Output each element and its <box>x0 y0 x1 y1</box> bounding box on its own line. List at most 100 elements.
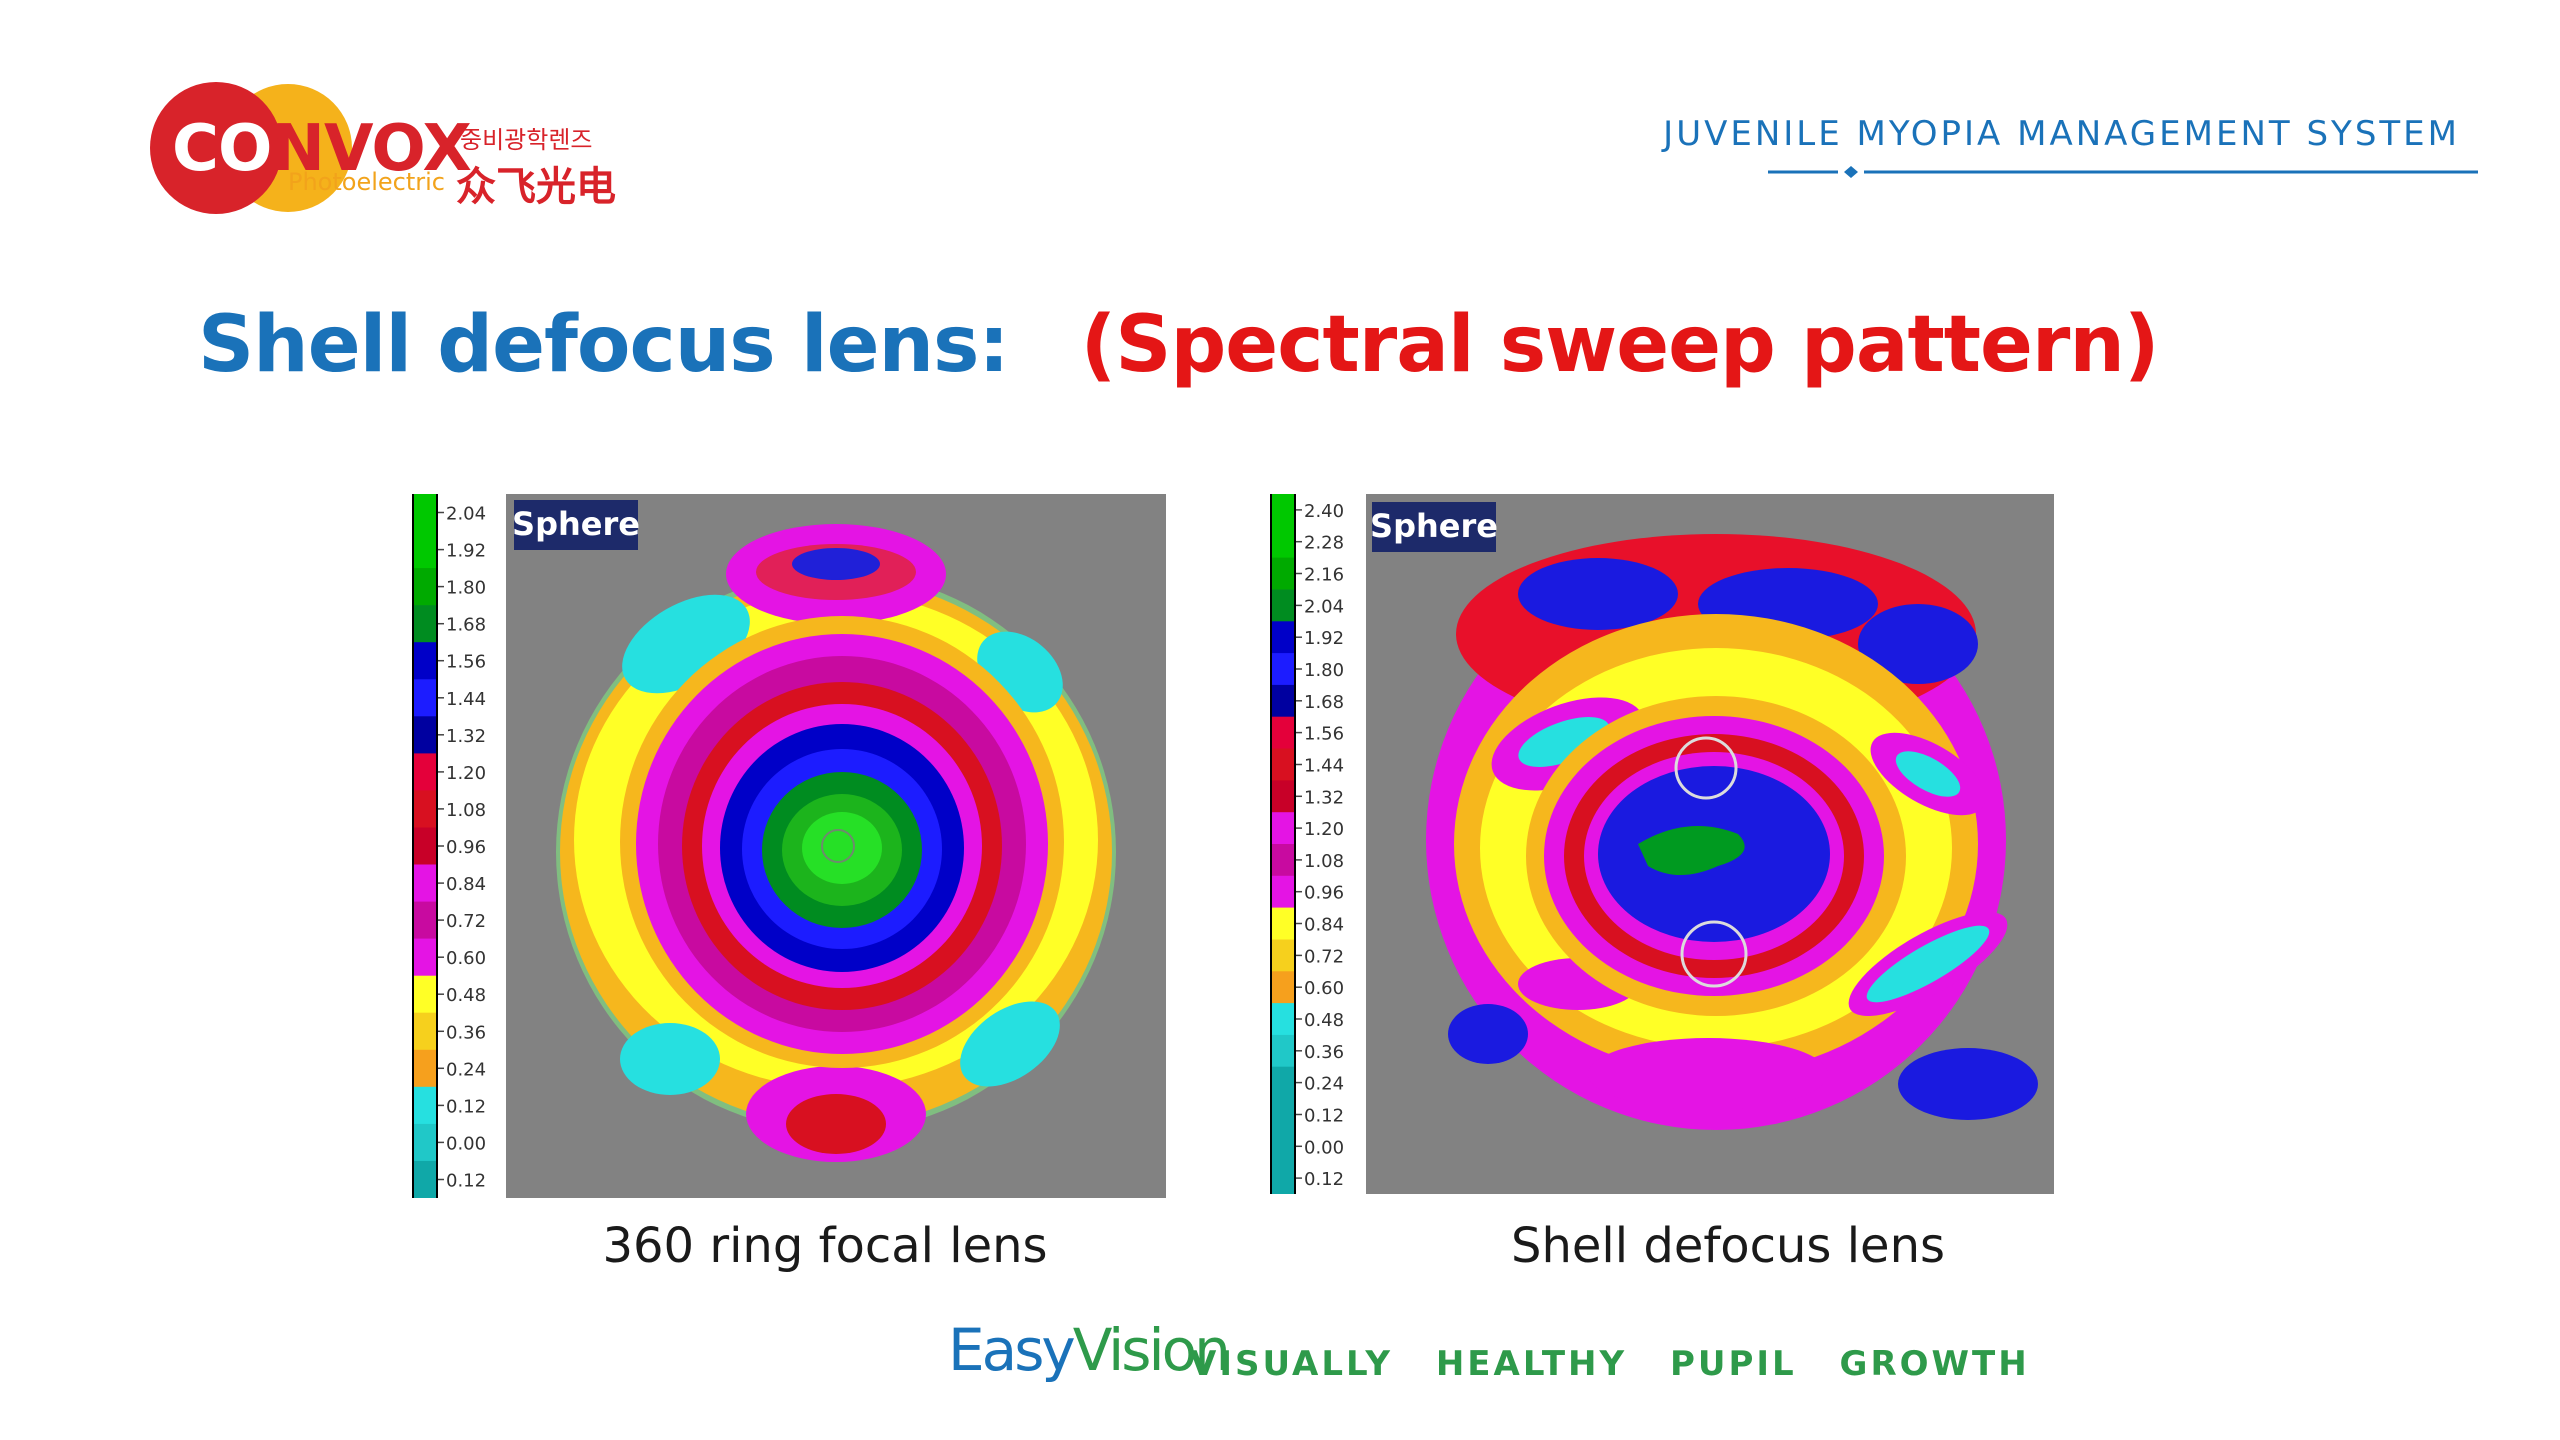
scale-swatch <box>414 975 436 1014</box>
scale-swatch <box>1272 1098 1294 1131</box>
scale-swatch <box>1272 907 1294 940</box>
easyvision-logo: EasyVision <box>948 1316 1231 1384</box>
scale-label: 1.92 <box>1304 628 1344 649</box>
scale-label: 1.80 <box>446 578 486 599</box>
scale-label: 2.04 <box>1304 596 1344 617</box>
scale-swatch <box>414 716 436 754</box>
title-underline <box>1768 166 2478 178</box>
scale-swatch <box>414 1049 436 1088</box>
scale-swatch <box>1272 1034 1294 1068</box>
scale-label: 0.72 <box>1304 946 1344 967</box>
scale-label: 1.56 <box>1304 724 1344 745</box>
scale-swatch <box>414 790 436 828</box>
color-scale-bar <box>412 494 438 1198</box>
logo-mark-icon <box>150 82 352 214</box>
scale-label: 0.60 <box>1304 978 1344 999</box>
scale-label: 0.84 <box>446 874 486 895</box>
scale-label: 0.96 <box>1304 883 1344 904</box>
scale-label: 1.08 <box>446 800 486 821</box>
scale-label: 0.12 <box>446 1096 486 1117</box>
scale-swatch <box>1272 1130 1294 1163</box>
svg-text:Sphere: Sphere <box>512 505 640 543</box>
scale-label: 1.20 <box>446 763 486 784</box>
svg-text:Sphere: Sphere <box>1370 507 1498 545</box>
scale-swatch <box>1272 589 1294 622</box>
scale-swatch <box>1272 684 1294 718</box>
scale-swatch <box>414 605 436 643</box>
scale-swatch <box>414 1123 436 1162</box>
scale-swatch <box>414 938 436 977</box>
scale-labels: 2.40 2.28 2.16 2.04 1.92 1.80 1.68 1.56 1.44 1.32… <box>1296 501 1344 1190</box>
scale-label: 1.44 <box>446 689 486 710</box>
scale-label: 1.56 <box>446 652 486 673</box>
scale-label: 0.24 <box>446 1059 486 1080</box>
scale-label: 1.32 <box>446 726 486 747</box>
scale-swatch <box>414 1160 436 1198</box>
topography-map <box>556 524 1116 1162</box>
caption-ring-focal: 360 ring focal lens <box>602 1218 1048 1274</box>
scale-swatch <box>1272 1162 1294 1194</box>
scale-label: 0.12 <box>1304 1169 1344 1190</box>
scale-swatch <box>1272 780 1294 813</box>
scale-swatch <box>1272 621 1294 654</box>
lens-map-ring-focal: 2.04 1.92 1.80 1.68 1.56 1.44 1.32 1.20 1.08 0.96… <box>410 494 1166 1198</box>
scale-swatch <box>414 531 436 569</box>
scale-swatch <box>1272 557 1294 590</box>
scale-swatch <box>414 753 436 791</box>
scale-swatch <box>414 642 436 680</box>
scale-label: 1.68 <box>446 615 486 636</box>
scale-swatch <box>1272 1066 1294 1099</box>
scale-label: 2.28 <box>1304 533 1344 554</box>
sphere-badge: Sphere <box>512 500 640 550</box>
system-title: JUVENILE MYOPIA MANAGEMENT SYSTEM <box>1663 114 2460 154</box>
scale-swatch <box>1272 494 1294 527</box>
scale-swatch <box>1272 971 1294 1004</box>
lens-map-shell-defocus: 2.40 2.28 2.16 2.04 1.92 1.80 1.68 1.56 1.44 1.32… <box>1268 494 2054 1194</box>
heading-main: Shell defocus lens: <box>198 300 1010 390</box>
scale-swatch <box>414 494 436 532</box>
scale-label: 0.48 <box>1304 1010 1344 1031</box>
scale-swatch <box>414 1012 436 1051</box>
slide-heading: Shell defocus lens: (Spectral sweep patte… <box>198 300 2160 390</box>
scale-label: 2.16 <box>1304 565 1344 586</box>
scale-swatch <box>414 864 436 903</box>
scale-label: 0.12 <box>446 1171 486 1192</box>
scale-label: 1.32 <box>1304 787 1344 808</box>
logo-wordmark: CONVOX <box>172 112 472 186</box>
convox-logo: CONVOX Photoelectric 중비광학렌즈 众飞光电 <box>140 78 620 218</box>
scale-label: 2.40 <box>1304 501 1344 522</box>
scale-swatch <box>1272 748 1294 781</box>
scale-swatch <box>1272 812 1294 845</box>
scale-label: 0.24 <box>1304 1074 1344 1095</box>
scale-swatch <box>1272 875 1294 909</box>
scale-label: 0.96 <box>446 837 486 858</box>
scale-label: 0.48 <box>446 985 486 1006</box>
scale-label: 1.44 <box>1304 756 1344 777</box>
scale-swatch <box>1272 653 1294 686</box>
scale-label: 1.20 <box>1304 819 1344 840</box>
scale-label: 1.80 <box>1304 660 1344 681</box>
scale-label: 0.00 <box>1304 1137 1344 1158</box>
logo-subtitle: Photoelectric <box>288 168 445 196</box>
sphere-badge: Sphere <box>1370 502 1498 552</box>
scale-swatch <box>414 827 436 866</box>
scale-label: 0.36 <box>446 1022 486 1043</box>
logo-chinese-name: 众飞光电 <box>456 164 616 210</box>
scale-swatch <box>1272 939 1294 972</box>
scale-swatch <box>414 679 436 717</box>
scale-swatch <box>1272 844 1294 877</box>
scale-swatch <box>414 1086 436 1125</box>
scale-label: 0.84 <box>1304 915 1344 936</box>
footer-slogan: VISUALLY HEALTHY PUPIL GROWTH <box>1190 1344 2030 1384</box>
scale-swatch <box>1272 716 1294 749</box>
scale-label: 0.12 <box>1304 1106 1344 1127</box>
scale-label: 0.00 <box>446 1133 486 1154</box>
scale-label: 0.36 <box>1304 1042 1344 1063</box>
color-scale-bar <box>1270 494 1296 1194</box>
caption-shell-defocus: Shell defocus lens <box>1511 1218 1945 1274</box>
topography-map <box>1426 534 2038 1130</box>
scale-labels: 2.04 1.92 1.80 1.68 1.56 1.44 1.32 1.20 1.08 0.96… <box>438 504 486 1192</box>
logo-korean-name: 중비광학렌즈 <box>460 126 593 154</box>
scale-swatch <box>414 568 436 606</box>
scale-label: 0.72 <box>446 911 486 932</box>
